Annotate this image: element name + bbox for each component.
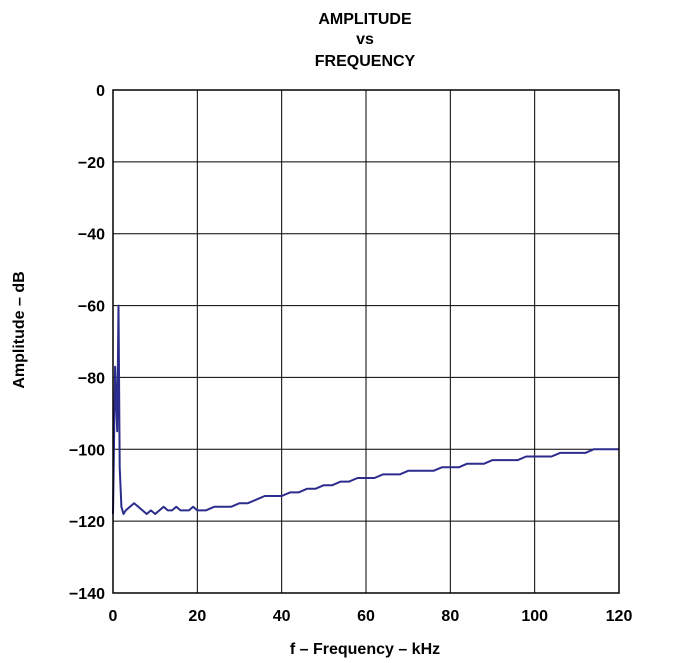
y-tick-label: −80: [78, 370, 105, 387]
x-axis-tick-labels: 0 20 40 60 80 100 120: [109, 608, 633, 625]
spectrum-line: [112, 304, 619, 515]
chart-title: AMPLITUDE vs FREQUENCY: [315, 11, 416, 70]
plot-frame: [112, 89, 620, 594]
y-tick-label: −140: [69, 586, 105, 603]
x-tick-label: 60: [357, 608, 375, 625]
chart-title-line-2: vs: [356, 31, 374, 48]
y-axis-tick-labels: 0 −20 −40 −60 −80 −100 −120 −140: [69, 83, 105, 603]
series-layer: [112, 304, 619, 515]
x-tick-label: 100: [521, 608, 548, 625]
grid-lines: [112, 89, 620, 594]
x-tick-label: 80: [441, 608, 459, 625]
y-tick-label: −20: [78, 155, 105, 172]
x-tick-label: 20: [188, 608, 206, 625]
x-tick-label: 0: [109, 608, 118, 625]
y-tick-label: −60: [78, 299, 105, 316]
x-tick-label: 120: [606, 608, 633, 625]
y-axis-label: Amplitude – dB: [11, 271, 28, 388]
chart-title-line-1: AMPLITUDE: [318, 11, 412, 28]
y-tick-label: −40: [78, 227, 105, 244]
y-tick-label: 0: [96, 83, 105, 100]
x-axis-label: f – Frequency – kHz: [290, 641, 440, 658]
x-tick-label: 40: [273, 608, 291, 625]
chart-title-line-3: FREQUENCY: [315, 53, 416, 70]
y-tick-label: −120: [69, 514, 105, 531]
y-tick-label: −100: [69, 442, 105, 459]
